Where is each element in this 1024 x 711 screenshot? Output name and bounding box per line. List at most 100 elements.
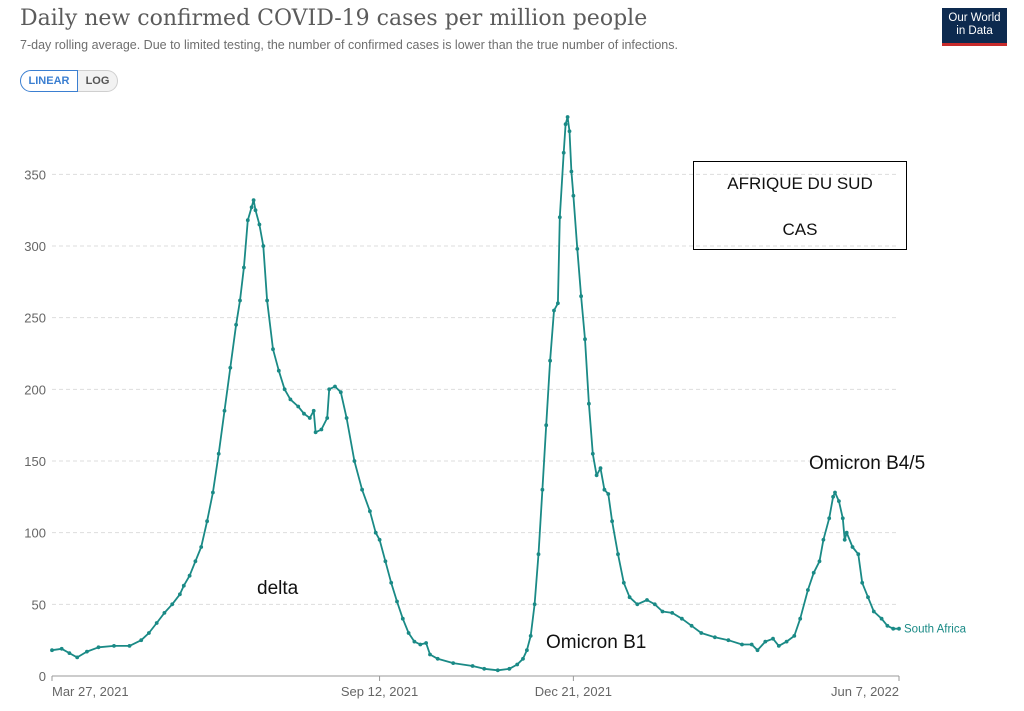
data-point [245,218,250,223]
data-point [139,638,144,643]
data-point [178,592,182,597]
data-point [325,416,330,420]
data-point [418,642,423,647]
y-tick-label: 50 [32,597,46,612]
logo-line2: in Data [956,25,993,37]
data-point [495,668,500,673]
data-point [265,298,269,303]
y-tick-label: 250 [24,311,46,326]
data-point [817,559,822,564]
data-point [395,599,399,604]
data-point [897,626,901,631]
data-point [251,198,256,203]
data-point [400,616,405,621]
data-point [67,651,72,655]
linear-button[interactable]: LINEAR [20,70,78,92]
data-point [211,490,215,495]
data-point [699,631,704,635]
y-tick-label: 100 [24,526,46,541]
data-point [837,499,841,503]
data-point [856,552,861,557]
data-point [205,519,210,524]
data-point [548,358,552,363]
data-point [583,337,587,342]
data-point [154,621,159,625]
data-point [860,580,865,585]
data-point [333,384,337,389]
data-point [253,208,258,213]
data-point [561,150,566,155]
data-point [147,631,151,635]
annotation-metric: CAS [782,220,818,239]
data-point [763,639,768,644]
data-point [569,169,574,174]
data-point [891,626,896,631]
owid-logo[interactable]: Our World in Data [942,8,1007,46]
data-point [338,390,343,395]
data-point [565,115,570,119]
data-point [302,411,306,416]
data-point [412,639,417,644]
data-point [689,623,694,628]
data-point [216,451,221,456]
data-point [806,588,810,592]
data-point [424,641,428,645]
data-point [373,530,378,535]
data-point [840,516,845,521]
x-tick-label: Sep 12, 2021 [341,684,418,699]
data-point [827,516,832,521]
gridlines [52,173,899,677]
y-tick-label: 200 [24,382,46,397]
y-tick-label: 0 [39,669,46,684]
data-point [660,609,665,614]
data-point [567,129,572,134]
data-point [296,404,301,409]
data-point [242,265,246,270]
data-point [563,122,568,127]
data-point [571,193,576,198]
data-point [771,636,775,641]
data-point [344,416,349,420]
data-point [621,580,626,585]
data-point [59,646,64,651]
data-point [383,559,388,564]
data-point [885,623,890,628]
data-point [112,644,116,648]
data-point [755,648,760,653]
data-point [96,645,101,650]
data-point [199,545,204,549]
data-point [821,537,826,542]
data-point [792,634,797,638]
data-point [234,322,239,327]
data-point [575,247,580,251]
data-point [579,294,583,299]
data-point [713,635,717,640]
chart-title: Daily new confirmed COVID-19 cases per m… [20,6,648,31]
data-point [544,423,549,428]
data-point [389,580,394,585]
x-tick-label: Mar 27, 2021 [52,684,129,699]
data-point [311,408,316,413]
data-point [327,387,332,392]
data-point [850,545,855,549]
data-point [557,215,562,220]
data-point [222,408,227,413]
data-point [470,664,475,668]
data-point [435,656,440,661]
country-annotation-box: AFRIQUE DU SUD CAS [693,161,907,250]
data-point [645,598,649,602]
y-tick-label: 350 [24,167,46,182]
data-point [680,616,684,621]
data-point [627,595,632,600]
data-point [831,494,835,499]
log-button[interactable]: LOG [78,70,118,92]
data-point [428,652,432,657]
series-label: South Africa [904,624,967,636]
omicron-b45-label: Omicron B4/5 [809,453,926,474]
data-point [866,595,870,600]
data-point [532,602,537,607]
data-point [170,602,175,607]
data-point [811,570,816,575]
data-point [162,611,167,615]
